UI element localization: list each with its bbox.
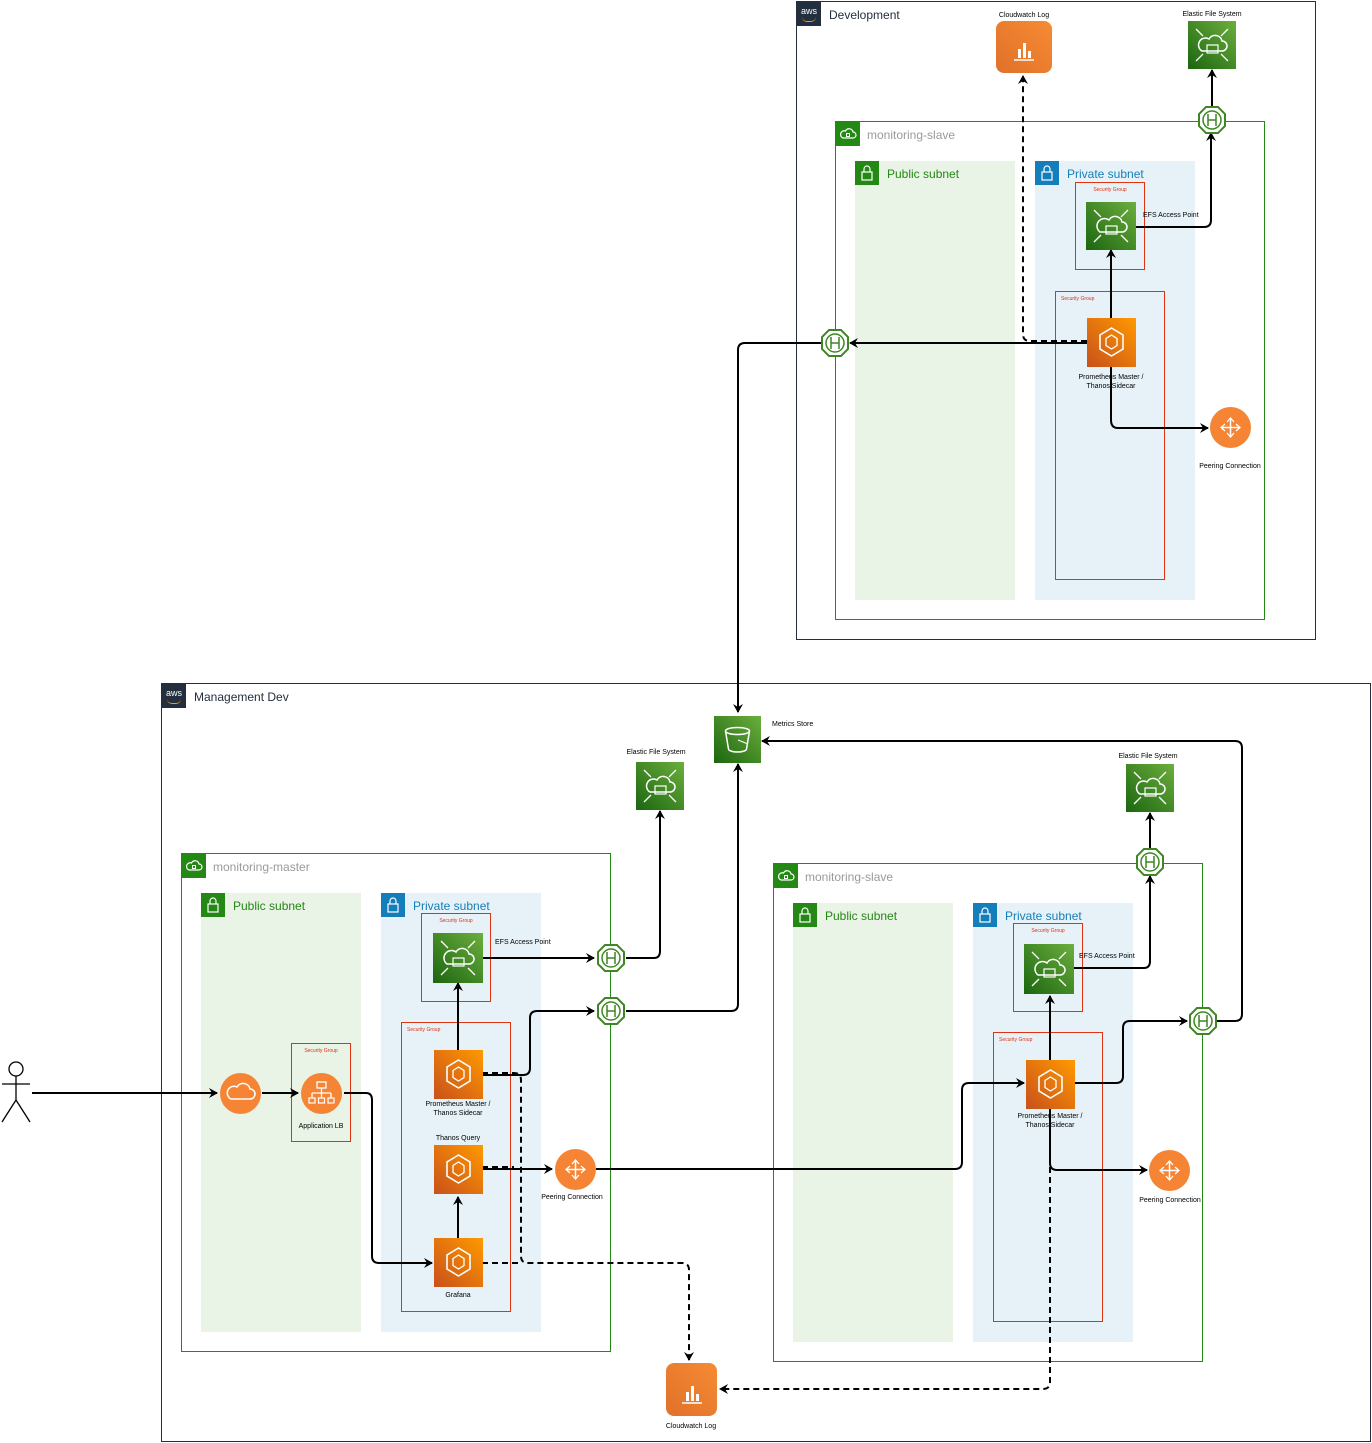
- slave-peering-connection-label: Peering Connection: [1139, 1197, 1201, 1204]
- thanos-query-ecs-icon[interactable]: [434, 1145, 483, 1194]
- subnet-title: Private subnet: [1005, 909, 1082, 923]
- slave-s3-endpoint-icon[interactable]: [1189, 1007, 1217, 1035]
- master-efs-endpoint-icon[interactable]: [597, 944, 625, 972]
- dev-elastic-file-system-label: Elastic File System: [1182, 11, 1242, 18]
- slave-public-subnet[interactable]: Public subnet: [793, 903, 953, 1342]
- dev-public-subnet[interactable]: Public subnet: [855, 161, 1015, 600]
- mgmt-cloudwatch-log-label: Cloudwatch Log: [665, 1423, 717, 1430]
- slave-elastic-file-system-icon[interactable]: [1126, 764, 1174, 812]
- edge-dev-endpoint-to-metrics: [733, 342, 821, 713]
- edge-slave-prom-to-cloudwatch: [719, 1107, 1051, 1394]
- dev-cloudwatch-log-label: Cloudwatch Log: [998, 12, 1050, 19]
- vpc-title: monitoring-master: [213, 860, 310, 874]
- aws-logo-icon: aws: [162, 684, 186, 708]
- dev-prometheus-ecs-icon[interactable]: [1087, 318, 1136, 367]
- development-title: Development: [829, 8, 900, 22]
- dev-cloudwatch-log-icon[interactable]: [996, 21, 1052, 73]
- subnet-title: Public subnet: [887, 167, 960, 181]
- vpc-cloud-icon: [182, 854, 206, 878]
- subnet-title: Public subnet: [825, 909, 898, 923]
- metrics-store-s3-bucket-icon[interactable]: [714, 716, 761, 763]
- management-title: Management Dev: [194, 690, 289, 704]
- slave-efs-endpoint-icon[interactable]: [1136, 848, 1164, 876]
- user-actor-icon: [0, 1060, 34, 1124]
- lock-icon: [381, 893, 405, 917]
- subnet-title: Public subnet: [233, 899, 306, 913]
- edge-alb-to-grafana: [344, 1092, 433, 1268]
- master-prometheus-label: Prometheus Master / Thanos Sidecar: [425, 1101, 491, 1117]
- edge-slave-prom-to-gateway: [1073, 1016, 1188, 1084]
- slave-efs-access-point-icon[interactable]: [1024, 944, 1074, 994]
- aws-logo-icon: aws: [797, 2, 821, 26]
- master-peering-connection-label: Peering Connection: [541, 1194, 603, 1201]
- application-lb-icon[interactable]: [301, 1073, 342, 1114]
- slave-peering-connection-icon[interactable]: [1149, 1150, 1190, 1191]
- development-account[interactable]: aws Development: [796, 1, 1316, 640]
- slave-efs-access-point-label: EFS Access Point: [1079, 953, 1135, 960]
- edge-dev-prom-to-cloudwatch: [1018, 75, 1087, 342]
- mgmt-vpc-monitoring-slave[interactable]: monitoring-slave: [773, 863, 1203, 1362]
- grafana-ecs-icon[interactable]: [434, 1238, 483, 1287]
- grafana-label: Grafana: [445, 1292, 471, 1299]
- edge-metrics-gateway-to-store: [626, 763, 743, 1012]
- edge-gateway-to-efs: [626, 810, 665, 959]
- security-group-title: Security Group: [1093, 187, 1127, 193]
- dev-efs-access-point-icon[interactable]: [1086, 202, 1136, 250]
- edge-prom-to-metrics-gateway: [482, 1006, 595, 1076]
- edge-peering-to-slave-prom: [596, 1078, 1025, 1170]
- thanos-query-label: Thanos Query: [435, 1135, 481, 1142]
- lock-icon: [201, 893, 225, 917]
- subnet-title: Private subnet: [413, 899, 490, 913]
- master-public-subnet[interactable]: Public subnet: [201, 893, 361, 1332]
- edge-dev-efsap-to-gateway: [1136, 132, 1216, 228]
- dev-peering-connection-label: Peering Connection: [1199, 463, 1261, 470]
- dev-elastic-file-system-icon[interactable]: [1188, 21, 1236, 69]
- master-s3-endpoint-icon[interactable]: [597, 997, 625, 1025]
- slave-security-group-prometheus[interactable]: Security Group: [993, 1032, 1103, 1322]
- edge-slave-efsap-to-gateway: [1073, 875, 1155, 969]
- lock-icon: [1035, 161, 1059, 185]
- vpc-cloud-icon: [774, 864, 798, 888]
- lock-icon: [973, 903, 997, 927]
- security-group-title: Security Group: [304, 1048, 338, 1054]
- slave-elastic-file-system-label: Elastic File System: [1118, 753, 1178, 760]
- dev-prometheus-label: Prometheus Master / Thanos Sidecar: [1078, 374, 1144, 390]
- dev-efs-endpoint-icon[interactable]: [1198, 106, 1226, 134]
- security-group-title: Security Group: [407, 1027, 441, 1033]
- metrics-store-label: Metrics Store: [772, 721, 814, 728]
- edge-slave-prom-to-peering: [1049, 1107, 1148, 1175]
- master-efs-access-point-label: EFS Access Point: [495, 939, 551, 946]
- slave-prometheus-ecs-icon[interactable]: [1026, 1060, 1075, 1109]
- master-efs-access-point-icon[interactable]: [433, 933, 483, 983]
- vpc-title: monitoring-slave: [867, 128, 956, 142]
- master-elastic-file-system-icon[interactable]: [636, 762, 684, 810]
- subnet-title: Private subnet: [1067, 167, 1144, 181]
- vpc-cloud-icon: [836, 122, 860, 146]
- master-peering-connection-icon[interactable]: [555, 1149, 596, 1190]
- dev-s3-endpoint-icon[interactable]: [821, 329, 849, 357]
- security-group-title: Security Group: [999, 1037, 1033, 1043]
- security-group-title: Security Group: [1061, 296, 1095, 302]
- vpc-title: monitoring-slave: [805, 870, 894, 884]
- dev-peering-connection-icon[interactable]: [1210, 407, 1251, 448]
- internet-gateway-icon[interactable]: [220, 1073, 261, 1114]
- mgmt-vpc-monitoring-master[interactable]: monitoring-master: [181, 853, 611, 1352]
- edge-prom-to-cloudwatch: [482, 1072, 694, 1361]
- lock-icon: [793, 903, 817, 927]
- edge-dev-prom-to-peering: [1110, 366, 1209, 433]
- master-elastic-file-system-label: Elastic File System: [626, 749, 686, 756]
- dev-efs-access-point-label: EFS Access Point: [1143, 212, 1199, 219]
- security-group-title: Security Group: [1031, 928, 1065, 934]
- slave-prometheus-label: Prometheus Master / Thanos Sidecar: [1017, 1113, 1083, 1129]
- mgmt-cloudwatch-log-icon[interactable]: [666, 1363, 717, 1416]
- edge-slave-gateway-to-store: [761, 736, 1243, 1022]
- security-group-title: Security Group: [439, 918, 473, 924]
- application-lb-label: Application LB: [298, 1123, 344, 1130]
- master-security-group-prometheus[interactable]: Security Group: [401, 1022, 511, 1312]
- dev-vpc-monitoring-slave[interactable]: monitoring-slave: [835, 121, 1265, 620]
- management-account[interactable]: aws Management Dev: [161, 683, 1371, 1442]
- lock-icon: [855, 161, 879, 185]
- master-prometheus-ecs-icon[interactable]: [434, 1050, 483, 1099]
